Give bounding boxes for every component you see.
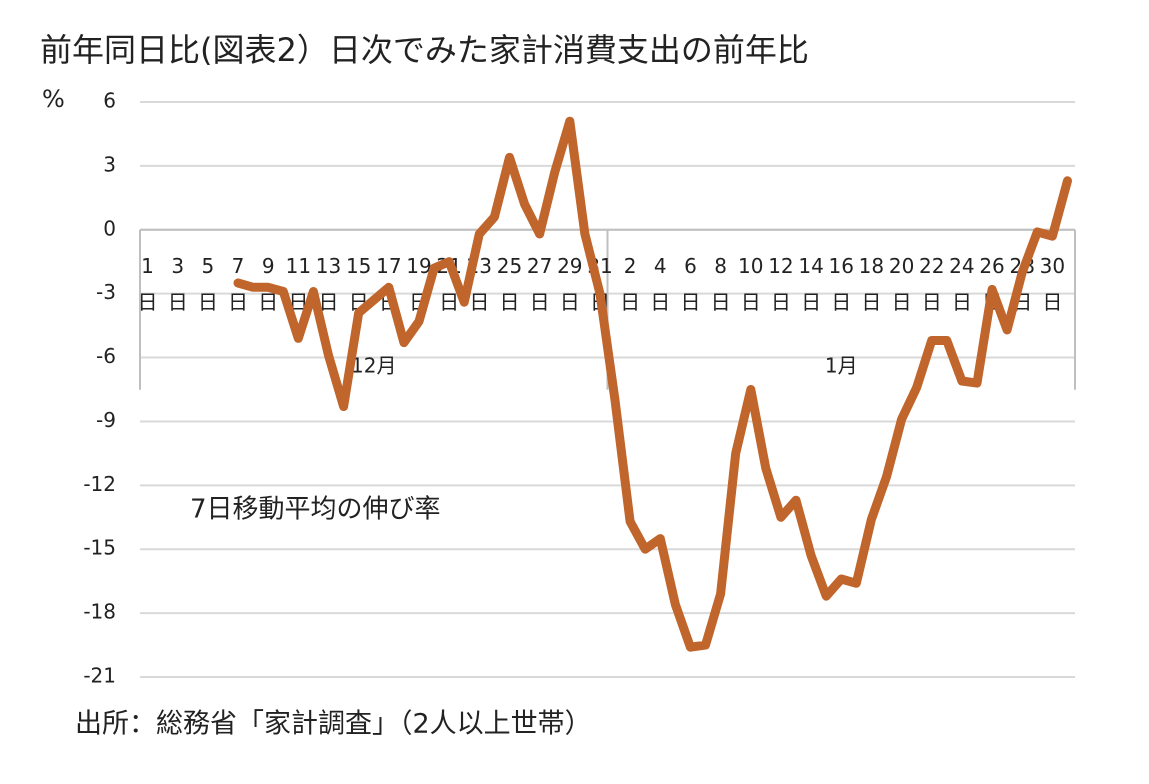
x-tick-label: 22 日 <box>919 253 944 313</box>
y-tick-label: -6 <box>96 344 116 368</box>
annotation: 7日移動平均の伸び率 <box>190 495 441 525</box>
x-tick-label: 29 日 <box>557 253 582 313</box>
y-tick-label: -18 <box>83 600 116 624</box>
month-label: 12月 <box>351 353 396 377</box>
x-tick-label: 13 日 <box>316 253 341 313</box>
data-line <box>233 116 1072 652</box>
y-tick-label: 0 <box>103 216 116 240</box>
x-tick-label: 16 日 <box>829 253 854 313</box>
y-axis-label: 前年同日比 <box>40 31 200 69</box>
x-tick-label: 12 日 <box>768 253 793 313</box>
y-tick-label: -15 <box>83 536 116 560</box>
y-tick-label: 6 <box>103 89 116 113</box>
x-tick-label: 18 日 <box>859 253 884 313</box>
x-tick-label: 30 日 <box>1040 253 1065 313</box>
x-tick-label: 11 日 <box>286 253 311 313</box>
x-tick-label: 24 日 <box>949 253 974 313</box>
x-tick-label: 25 日 <box>497 253 522 313</box>
x-tick-label: 10 日 <box>738 253 763 313</box>
month-label: 1月 <box>825 353 858 377</box>
y-tick-label: -9 <box>96 408 116 432</box>
y-tick-label: -3 <box>96 280 116 304</box>
y-unit: % <box>42 85 65 113</box>
source: 出所：総務省「家計調査」（2人以上世帯） <box>75 709 592 740</box>
x-tick-label: 20 日 <box>889 253 914 313</box>
y-tick-label: -12 <box>83 472 116 496</box>
x-tick-label: 14 日 <box>798 253 823 313</box>
y-tick-label: -21 <box>83 664 116 688</box>
y-tick-label: 3 <box>103 152 116 176</box>
chart-title: (図表2）日次でみた家計消費支出の前年比 <box>200 31 809 69</box>
x-tick-label: 27 日 <box>527 253 552 313</box>
